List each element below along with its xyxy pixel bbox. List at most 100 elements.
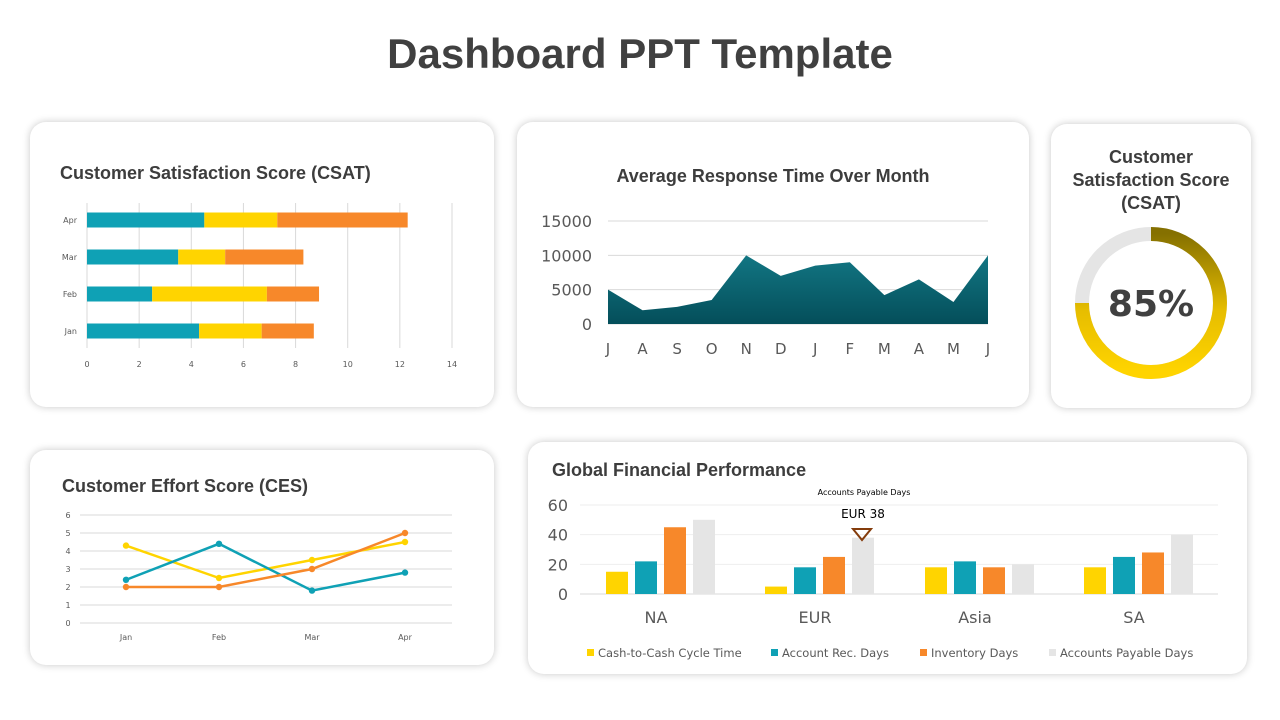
csat-bar-segment	[87, 323, 200, 339]
fin-bar	[1113, 556, 1135, 594]
csat-y-tick-label: Feb	[63, 290, 77, 299]
csat-bar-segment	[87, 286, 153, 302]
donut-center-label: 85%	[1108, 284, 1194, 325]
fin-bar	[1142, 552, 1164, 594]
ces-y-tick-label: 0	[65, 619, 70, 628]
area-x-tick-label: M	[878, 340, 891, 358]
fin-legend-swatch	[920, 649, 927, 656]
area-x-tick-label: A	[914, 340, 925, 358]
ces-series-line	[125, 542, 406, 592]
fin-bar	[1171, 534, 1193, 594]
ces-y-tick-label: 1	[65, 601, 70, 610]
fin-bar	[693, 519, 715, 594]
fin-y-tick-label: 60	[548, 496, 568, 515]
ces-x-tick-label: Feb	[212, 633, 226, 642]
csat-bar-segment	[199, 323, 262, 339]
csat-y-tick-label: Mar	[62, 253, 78, 262]
fin-annotation-label: EUR 38	[841, 507, 885, 521]
fin-bar	[606, 571, 628, 594]
fin-legend-swatch	[1049, 649, 1056, 656]
ces-y-tick-label: 4	[65, 547, 70, 556]
area-x-tick-label: N	[741, 340, 752, 358]
csat-bar-segment	[266, 286, 320, 302]
area-x-tick-label: S	[672, 340, 682, 358]
fin-bar	[852, 537, 874, 594]
csat-x-tick-label: 0	[84, 360, 89, 369]
fin-annotation-marker-icon	[850, 528, 874, 542]
fin-bar	[925, 567, 947, 594]
csat-bar-segment	[152, 286, 267, 302]
fin-y-tick-label: 0	[558, 585, 568, 604]
fin-bar	[954, 561, 976, 594]
fin-legend-label: Cash-to-Cash Cycle Time	[598, 646, 742, 660]
fin-x-tick-label: Asia	[958, 608, 992, 627]
area-x-tick-label: F	[845, 340, 854, 358]
csat-bar-segment	[87, 212, 205, 228]
fin-bar	[823, 556, 845, 594]
area-y-tick-label: 15000	[541, 212, 592, 231]
area-y-tick-label: 10000	[541, 246, 592, 265]
ces-data-point	[215, 583, 223, 591]
csat-x-tick-label: 10	[343, 360, 353, 369]
response-time-area	[608, 255, 988, 324]
fin-subtitle: Accounts Payable Days	[818, 488, 911, 497]
ces-data-point	[308, 565, 316, 573]
ces-data-point	[215, 540, 223, 547]
ces-y-tick-label: 3	[65, 565, 70, 574]
csat-donut-title: Customer Satisfaction Score (CSAT)	[1072, 147, 1230, 213]
fin-bar	[1084, 567, 1106, 594]
ces-data-point	[401, 529, 409, 537]
fin-x-tick-label: SA	[1123, 608, 1144, 627]
csat-x-tick-label: 14	[447, 360, 457, 369]
fin-legend-swatch	[771, 649, 778, 656]
csat-bar-segment	[204, 212, 278, 228]
fin-bar	[1012, 564, 1034, 594]
ces-data-point	[122, 583, 130, 591]
ces-series-line	[126, 531, 406, 589]
area-x-tick-label: J	[812, 340, 817, 358]
response-time-title: Average Response Time Over Month	[616, 166, 930, 186]
fin-legend-label: Account Rec. Days	[782, 646, 889, 660]
csat-donut-card: Customer Satisfaction Score (CSAT)	[1051, 124, 1251, 408]
ces-data-point	[308, 556, 316, 564]
csat-bar-segment	[225, 249, 304, 265]
csat-x-tick-label: 8	[293, 360, 298, 369]
ces-card: Customer Effort Score (CES)	[30, 450, 494, 665]
csat-bar-segment	[277, 212, 408, 228]
ces-y-tick-label: 2	[65, 583, 70, 592]
ces-series-line	[125, 540, 406, 580]
fin-y-tick-label: 40	[548, 526, 568, 545]
fin-bar	[794, 567, 816, 594]
fin-y-tick-label: 20	[548, 555, 568, 574]
ces-data-point	[401, 569, 409, 576]
ces-x-tick-label: Apr	[398, 633, 413, 642]
csat-x-tick-label: 4	[189, 360, 194, 369]
area-y-tick-label: 0	[582, 315, 592, 334]
ces-x-tick-label: Mar	[304, 633, 320, 642]
fin-legend-label: Accounts Payable Days	[1060, 646, 1193, 660]
ces-data-point	[215, 574, 223, 582]
area-x-tick-label: J	[985, 340, 990, 358]
csat-y-tick-label: Jan	[64, 327, 77, 336]
ces-data-point	[122, 576, 130, 583]
donut-fill-arc	[1075, 227, 1227, 379]
fin-x-tick-label: EUR	[799, 608, 832, 627]
fin-bar	[635, 561, 657, 594]
financial-title: Global Financial Performance	[552, 460, 807, 480]
ces-y-tick-label: 5	[65, 529, 70, 538]
csat-y-tick-label: Apr	[63, 216, 78, 225]
fin-x-tick-label: NA	[645, 608, 668, 627]
area-y-tick-label: 5000	[551, 281, 592, 300]
csat-x-tick-label: 6	[241, 360, 246, 369]
ces-x-tick-label: Jan	[119, 633, 132, 642]
area-x-tick-label: D	[775, 340, 787, 358]
ces-data-point	[122, 542, 130, 549]
csat-bar-segment	[261, 323, 314, 339]
csat-x-tick-label: 2	[137, 360, 142, 369]
response-time-card: Average Response Time Over Month	[517, 122, 1029, 407]
ces-data-point	[401, 538, 409, 546]
ces-y-tick-label: 6	[65, 511, 70, 520]
ces-title: Customer Effort Score (CES)	[62, 476, 309, 496]
fin-bar	[664, 527, 686, 594]
